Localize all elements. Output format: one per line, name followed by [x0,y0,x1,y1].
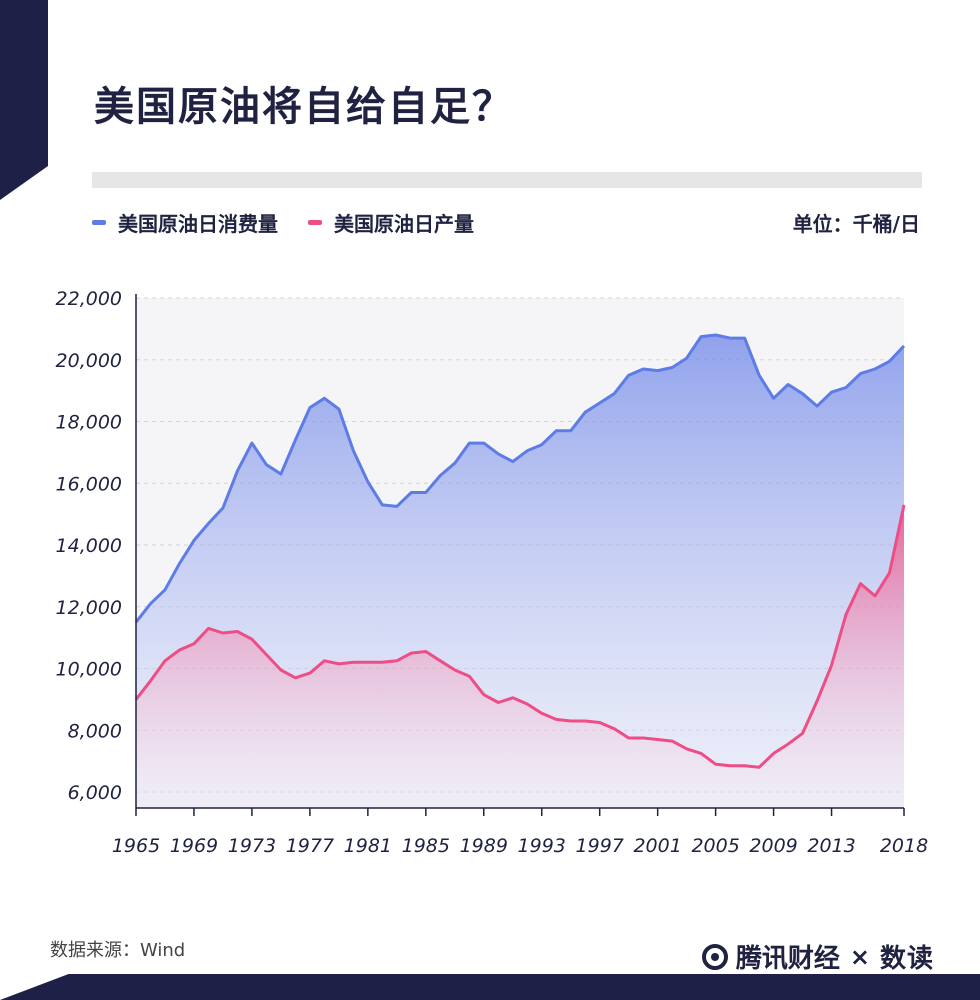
area-fill-production [136,504,904,808]
series-line-consumption [134,333,906,624]
series-line-production [134,504,906,769]
tencent-logo-icon [701,943,728,970]
y-tick-label: 20,000 [56,350,122,372]
area-layer [134,333,906,808]
axis-layer: 6,000 8,000 10,000 12,000 14,000 16,000 18,000… [56,288,929,857]
title-underline-bar [92,172,922,188]
x-tick-label: 1969 [170,835,218,857]
x-tick-label: 1993 [518,835,566,857]
y-tick-label: 12,000 [56,597,122,619]
y-tick-label: 8,000 [68,720,122,742]
x-tick-label: 1973 [228,835,276,857]
partner-name: 数读 [879,944,934,974]
x-tick-label: 2009 [749,835,797,857]
x-tick-label: 1985 [402,835,450,857]
y-tick-label: 10,000 [56,659,122,681]
unit-label: 单位：千桶/日 [792,212,920,236]
y-tick-label: 14,000 [56,535,122,557]
y-tick-label: 18,000 [56,412,122,434]
x-tick-label: 2005 [691,835,739,857]
x-tick-label: 1997 [576,835,624,857]
x-tick-label: 1989 [460,835,508,857]
corner-decoration [0,0,48,200]
legend-item-consumption: 美国原油日消费量 [92,208,278,237]
y-tick-label: 16,000 [56,473,122,495]
x-tick-label: 2013 [807,835,855,857]
legend-swatch-consumption [92,220,106,225]
legend-swatch-production [308,220,322,225]
chart-legend: 美国原油日消费量 美国原油日产量 [92,208,504,237]
brand-name: 腾讯财经 [735,944,840,974]
y-tick-label: 22,000 [56,288,122,310]
page-title: 美国原油将自给自足？ [94,84,514,130]
legend-label-consumption: 美国原油日消费量 [118,212,278,236]
brand-cross: × [849,942,870,971]
x-tick-label: 1965 [112,835,160,857]
x-tick-label: 2018 [880,835,928,857]
y-tick-label: 6,000 [68,782,122,804]
legend-item-production: 美国原油日产量 [308,208,474,237]
source-note: 数据来源：Wind [50,940,186,961]
footer-bar [0,974,980,1000]
x-tick-label: 1981 [344,835,392,857]
x-tick-label: 1977 [286,835,334,857]
legend-label-production: 美国原油日产量 [334,212,474,236]
x-tick-label: 2001 [633,835,681,857]
brand-logo: 腾讯财经 × 数读 [701,938,934,975]
